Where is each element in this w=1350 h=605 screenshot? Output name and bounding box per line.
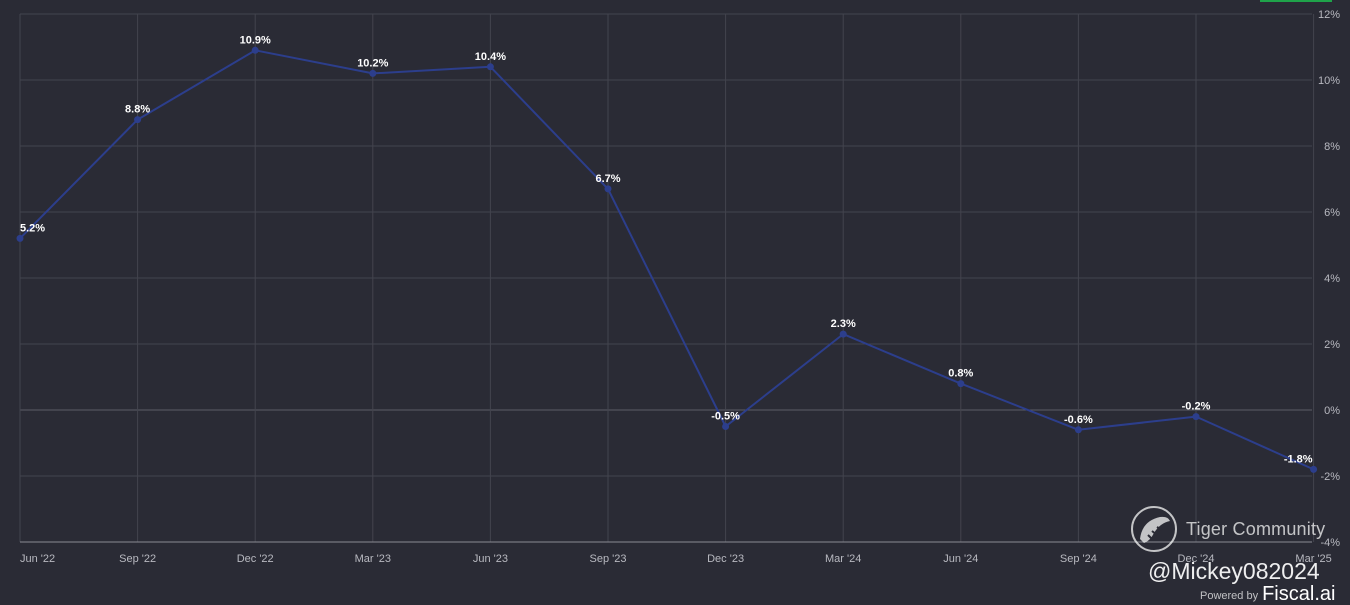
y-tick-label: 12% xyxy=(1318,9,1340,21)
data-label: -0.5% xyxy=(711,411,740,423)
y-tick-label: 8% xyxy=(1324,141,1340,153)
x-tick-label: Dec '24 xyxy=(1178,553,1215,565)
data-label: 2.3% xyxy=(831,318,856,330)
x-tick-label: Jun '24 xyxy=(943,553,978,565)
data-label: -1.8% xyxy=(1284,453,1313,465)
x-tick-label: Dec '22 xyxy=(237,553,274,565)
x-tick-label: Sep '23 xyxy=(590,553,627,565)
data-point xyxy=(957,380,965,388)
data-label: 6.7% xyxy=(595,173,620,185)
data-point xyxy=(16,234,24,242)
y-tick-label: -2% xyxy=(1320,471,1340,483)
y-tick-label: 6% xyxy=(1324,207,1340,219)
powered-by-text: Powered by xyxy=(1200,590,1259,602)
data-label: 10.2% xyxy=(357,57,388,69)
data-point xyxy=(369,69,377,77)
tiger-community-watermark: Tiger Community xyxy=(1130,504,1330,554)
data-point xyxy=(1074,426,1082,434)
data-label: -0.6% xyxy=(1064,414,1093,426)
tiger-community-logo-icon xyxy=(1131,506,1177,552)
author-handle: @Mickey082024 xyxy=(1148,558,1320,584)
data-label: -0.2% xyxy=(1182,401,1211,413)
y-tick-label: -4% xyxy=(1320,537,1340,549)
y-tick-label: 10% xyxy=(1318,75,1340,87)
x-tick-label: Jun '23 xyxy=(473,553,508,565)
x-tick-label: Mar '23 xyxy=(355,553,391,565)
data-point xyxy=(1310,465,1318,473)
x-tick-label: Jun '22 xyxy=(20,553,55,565)
data-point xyxy=(251,46,259,54)
series-line xyxy=(19,49,1315,471)
y-tick-label: 0% xyxy=(1324,405,1340,417)
data-label: 0.8% xyxy=(948,368,973,380)
x-tick-label: Mar '25 xyxy=(1295,553,1331,565)
data-point xyxy=(839,330,847,338)
data-label: 5.2% xyxy=(20,222,45,234)
fiscal-ai-brand: Fiscal.ai xyxy=(1262,583,1336,605)
data-point xyxy=(1192,413,1200,421)
y-tick-label: 2% xyxy=(1324,339,1340,351)
data-point xyxy=(134,116,142,124)
data-label: 8.8% xyxy=(125,104,150,116)
data-label: 10.4% xyxy=(475,51,506,63)
y-tick-label: 4% xyxy=(1324,273,1340,285)
x-tick-label: Sep '22 xyxy=(119,553,156,565)
tiger-community-label: Tiger Community xyxy=(1186,518,1326,539)
x-tick-label: Mar '24 xyxy=(825,553,861,565)
powered-by: Powered by Fiscal.ai xyxy=(1200,582,1335,604)
data-point xyxy=(722,423,730,430)
data-label: 10.9% xyxy=(240,34,271,46)
data-point xyxy=(486,63,494,71)
x-tick-label: Sep '24 xyxy=(1060,553,1097,565)
data-point xyxy=(604,185,612,193)
x-tick-label: Dec '23 xyxy=(707,553,744,565)
accent-bar xyxy=(1260,0,1332,2)
